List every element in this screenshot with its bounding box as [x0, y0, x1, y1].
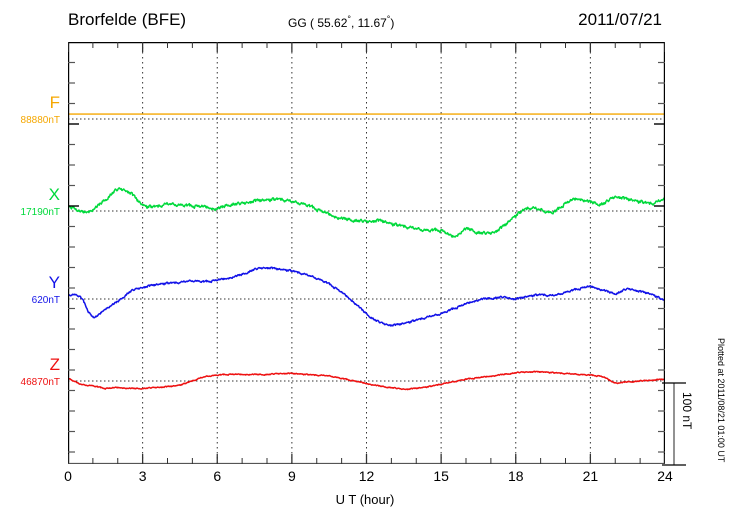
x-tick-label-9: 9 — [287, 468, 296, 484]
grid-lines — [68, 42, 665, 464]
component-label-Y: Y 620nT — [0, 273, 60, 313]
component-label-X: X 17190nT — [0, 185, 60, 225]
plotted-timestamp: Plotted at 2011/08/21 01:00 UT — [716, 338, 726, 463]
x-tick-label-0: 0 — [64, 468, 72, 484]
x-tick-label-12: 12 — [358, 468, 375, 484]
component-letter-Z: Z — [49, 355, 60, 374]
plot-frame — [68, 42, 665, 464]
degree-symbol-lon: ° — [386, 14, 391, 24]
component-letter-X: X — [48, 185, 60, 204]
degree-symbol-lat: ° — [347, 14, 351, 24]
component-baseline-Z: 46870nT — [20, 377, 60, 388]
component-baseline-Y: 620nT — [31, 295, 60, 306]
x-tick-label-6: 6 — [213, 468, 222, 484]
observation-date: 2011/07/21 — [578, 10, 662, 29]
x-tick-label-15: 15 — [433, 468, 449, 484]
trace-lines — [68, 113, 665, 391]
component-letter-Y: Y — [48, 273, 60, 292]
x-tick-label-18: 18 — [507, 468, 524, 484]
scale-bar-label: 100 nT — [680, 392, 694, 430]
magnetogram-plot-area — [68, 42, 665, 464]
component-label-Z: Z 46870nT — [0, 355, 60, 395]
coords-prefix: GG ( 55.62 — [288, 16, 348, 30]
component-letter-F: F — [49, 93, 60, 112]
station-name: Brorfelde (BFE) — [68, 10, 187, 29]
x-tick-label-3: 3 — [138, 468, 147, 484]
component-baseline-X: 17190nT — [20, 207, 60, 218]
coords-suffix: ) — [390, 16, 395, 30]
scale-bar — [662, 382, 686, 466]
magnetogram-svg — [68, 42, 665, 464]
component-baseline-F: 88880nT — [20, 115, 60, 126]
component-label-F: F 88880nT — [0, 93, 60, 133]
x-tick-label-21: 21 — [582, 468, 599, 484]
coords-mid: , 11.67 — [350, 16, 387, 30]
geographic-coordinates: GG ( 55.62°, 11.67°) — [288, 14, 394, 30]
x-tick-label-24: 24 — [657, 468, 673, 484]
x-axis-title: U T (hour) — [335, 492, 395, 507]
